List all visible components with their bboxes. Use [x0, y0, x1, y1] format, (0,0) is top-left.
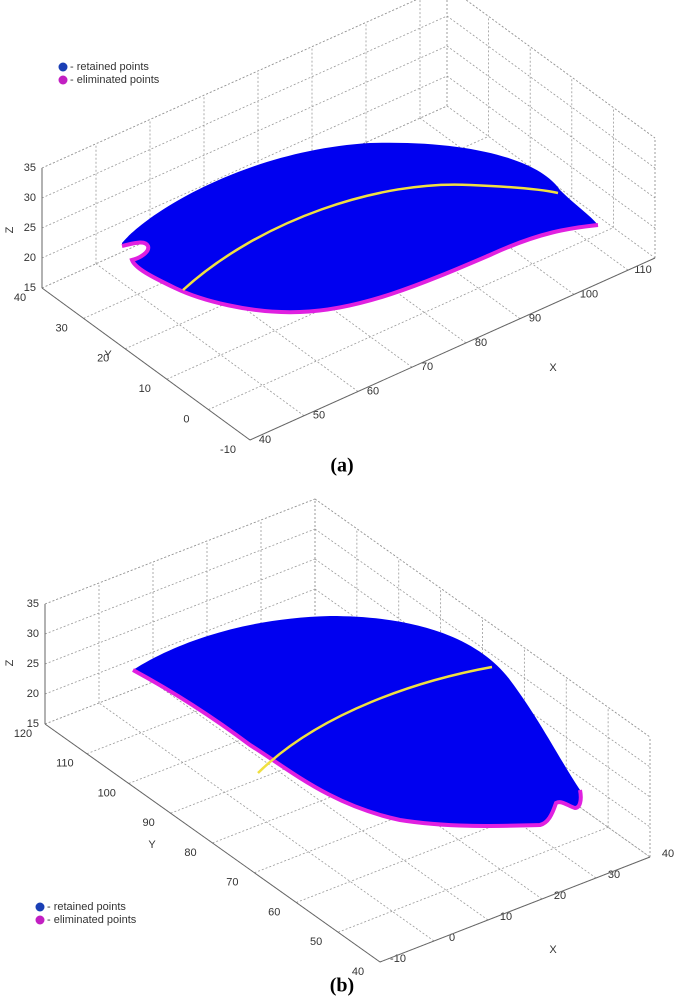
z-axis-label: Z — [4, 659, 16, 666]
legend-marker — [35, 915, 45, 925]
point-cloud-b — [132, 616, 583, 828]
grid-line — [44, 588, 316, 695]
caption: (b) — [330, 975, 354, 997]
y-tick-label: 110 — [56, 758, 74, 770]
y-tick-label: 50 — [310, 936, 322, 948]
y-tick-label: 10 — [139, 383, 151, 395]
y-axis-label: Y — [104, 349, 112, 361]
x-tick-label: 50 — [313, 410, 325, 422]
z-tick-label: 35 — [27, 598, 39, 610]
legend-label: - eliminated points — [47, 914, 137, 926]
grid-line — [44, 558, 316, 665]
eliminated-border — [121, 223, 599, 315]
y-tick-label: -10 — [220, 444, 236, 456]
y-tick-label: 0 — [183, 414, 189, 426]
y-tick-label: 80 — [184, 847, 196, 859]
x-tick-label: 110 — [634, 264, 652, 276]
y-tick-label: 20 — [97, 353, 109, 365]
axis-line — [44, 723, 381, 963]
x-tick-label: 40 — [259, 434, 271, 446]
axis-line — [41, 287, 251, 441]
grid-line — [446, 15, 656, 169]
z-tick-label: 25 — [24, 222, 36, 234]
z-tick-label: 20 — [27, 688, 39, 700]
midline — [182, 183, 559, 291]
x-tick-label: 60 — [367, 385, 379, 397]
grid-line — [446, 75, 656, 229]
x-axis-label: X — [549, 362, 557, 374]
z-tick-label: 15 — [27, 718, 39, 730]
y-tick-label: 30 — [55, 322, 67, 334]
y-tick-label: 40 — [14, 292, 26, 304]
z-tick-label: 20 — [24, 252, 36, 264]
z-tick-label: 35 — [24, 162, 36, 174]
legend-label: - eliminated points — [70, 74, 160, 86]
x-tick-label: 40 — [662, 848, 674, 860]
y-tick-label: 100 — [98, 787, 116, 799]
axis-line — [379, 856, 651, 963]
z-axis-label: Z — [4, 226, 16, 233]
y-tick-label: 60 — [268, 906, 280, 918]
eliminated-border — [132, 668, 583, 828]
x-tick-label: 80 — [475, 337, 487, 349]
y-tick-label: 70 — [226, 877, 238, 889]
grid-line — [149, 239, 359, 392]
legend-marker — [35, 902, 45, 912]
legend-marker — [58, 75, 68, 85]
axis-line — [249, 257, 656, 441]
retained-surface — [133, 616, 581, 826]
x-tick-label: 70 — [421, 361, 433, 373]
x-tick-label: -10 — [390, 953, 406, 965]
x-axis-label: X — [549, 944, 557, 956]
y-axis-label: Y — [148, 839, 156, 851]
z-tick-label: 30 — [27, 628, 39, 640]
grid-line — [446, 45, 656, 199]
midline — [257, 665, 493, 774]
z-tick-label: 25 — [27, 658, 39, 670]
x-tick-label: 100 — [580, 288, 598, 300]
grid-line — [465, 0, 656, 139]
x-tick-label: 90 — [529, 313, 541, 325]
y-tick-label: 120 — [14, 728, 32, 740]
grid-line — [337, 826, 609, 933]
y-tick-label: 90 — [143, 817, 155, 829]
grid-line — [152, 681, 489, 921]
y-tick-label: 40 — [352, 966, 364, 978]
grid-line — [44, 528, 316, 635]
legend-label: - retained points — [47, 901, 126, 913]
legend-label: - retained points — [70, 61, 149, 73]
box-edge — [44, 498, 316, 605]
grid-line — [314, 528, 651, 768]
box-edge — [465, 0, 656, 139]
legend-marker — [58, 62, 68, 72]
grid-line — [95, 263, 305, 417]
z-tick-label: 15 — [24, 282, 36, 294]
x-tick-label: 0 — [449, 932, 455, 944]
caption: (a) — [330, 455, 353, 477]
z-tick-label: 30 — [24, 192, 36, 204]
box-edge — [314, 498, 651, 738]
retained-surface — [122, 142, 598, 313]
point-cloud-a — [121, 142, 599, 315]
